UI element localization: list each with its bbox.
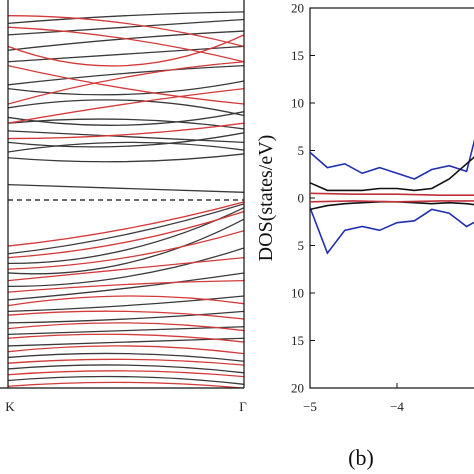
- red-band-12: [8, 279, 244, 293]
- panel-label-b: (b): [348, 445, 374, 470]
- panel-a: K Γ: [0, 0, 247, 414]
- dos-series-1: [310, 139, 474, 180]
- black-band-26: [8, 375, 244, 385]
- red-band-6: [8, 87, 244, 124]
- black-band-7: [8, 111, 244, 126]
- red-band-2: [8, 26, 244, 63]
- red-band-4: [8, 64, 244, 105]
- dos-series-2: [310, 207, 474, 255]
- ytick-label-5: 5: [298, 238, 305, 253]
- dos-series-5: [310, 192, 474, 196]
- xtick-label-1: −4: [390, 399, 404, 414]
- red-band-11: [8, 256, 244, 282]
- black-band-12: [8, 30, 244, 51]
- red-band-5: [8, 61, 244, 105]
- xtick-label-gamma: Γ: [239, 399, 247, 414]
- red-band-15: [8, 322, 244, 332]
- dos-series-4: [310, 201, 474, 211]
- red-band-10: [8, 230, 244, 270]
- black-band-25: [8, 364, 244, 374]
- black-band-22: [8, 326, 244, 336]
- red-band-9: [8, 210, 244, 259]
- black-band-9: [8, 80, 244, 96]
- red-band-14: [8, 310, 244, 320]
- black-band-4: [8, 132, 244, 148]
- dos-curves: [310, 139, 474, 255]
- ytick-label-3: 5: [298, 143, 305, 158]
- dos-series-3: [310, 156, 474, 192]
- black-band-1: [8, 183, 244, 193]
- black-band-19: [8, 272, 244, 301]
- black-band-10: [8, 64, 244, 86]
- black-band-11: [8, 45, 244, 63]
- black-band-21: [8, 310, 244, 324]
- black-band-14: [8, 11, 244, 25]
- ytick-label-6: 10: [291, 286, 304, 301]
- red-band-18: [8, 358, 244, 366]
- red-band-13: [8, 295, 244, 307]
- black-band-8: [8, 99, 244, 117]
- red-band-20: [8, 381, 244, 388]
- black-band-18: [8, 247, 244, 288]
- red-band-16: [8, 333, 244, 343]
- red-band-17: [8, 345, 244, 355]
- black-band-15: [8, 203, 244, 255]
- ytick-label-2: 10: [291, 96, 304, 111]
- black-band-24: [8, 352, 244, 362]
- dos-y-axis-label: DOS(states/eV): [255, 135, 277, 262]
- red-band-19: [8, 370, 244, 378]
- ytick-label-0: 20: [291, 1, 304, 16]
- ytick-label-4: 0: [298, 191, 305, 206]
- ytick-label-8: 20: [291, 381, 304, 396]
- black-band-2: [8, 153, 244, 163]
- red-band-3: [8, 34, 244, 67]
- black-band-3: [8, 141, 244, 153]
- black-band-23: [8, 337, 244, 347]
- ytick-label-7: 15: [291, 333, 304, 348]
- black-band-13: [8, 18, 244, 36]
- dos-series-6: [310, 200, 474, 203]
- red-band-7: [8, 122, 244, 140]
- band-structure-lines: [8, 11, 244, 388]
- black-band-20: [8, 295, 244, 313]
- dos-plot-frame: [309, 7, 474, 389]
- red-band-1: [8, 15, 244, 48]
- black-band-5: [8, 130, 244, 144]
- ytick-label-1: 15: [291, 48, 304, 63]
- black-band-17: [8, 218, 244, 275]
- red-band-8: [8, 201, 244, 247]
- xtick-label-k: K: [5, 399, 15, 414]
- xtick-label-0: −5: [303, 399, 317, 414]
